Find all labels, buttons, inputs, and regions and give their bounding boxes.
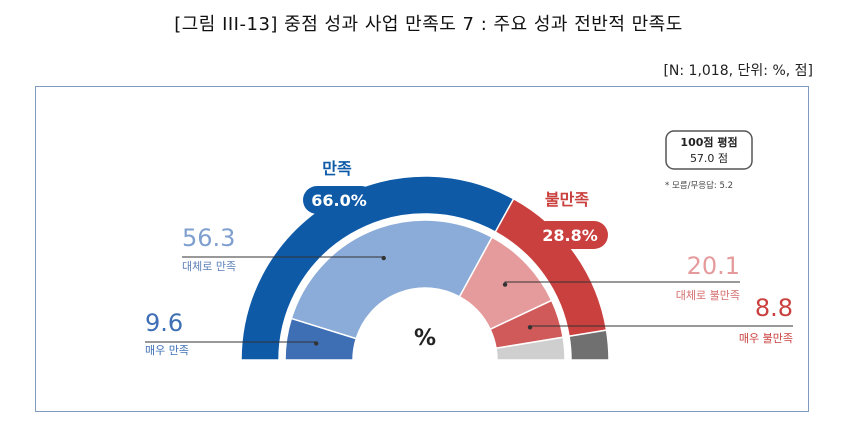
mostly-satisfied-label: 대체로 만족 — [182, 260, 236, 273]
leader-dot-3 — [527, 325, 533, 330]
outer-ring — [240, 175, 610, 361]
figure-title: [그림 III-13] 중점 성과 사업 만족도 7 : 주요 성과 전반적 만… — [174, 14, 683, 35]
mostly-dissatisfied-value: 20.1 — [687, 252, 740, 280]
unknown-response-note: * 모름/무응답: 5.2 — [665, 180, 733, 191]
very-satisfied-label: 매우 만족 — [145, 344, 189, 357]
score-box-value: 57.0 점 — [690, 152, 728, 165]
mostly-dissatisfied-label: 대체로 불만족 — [676, 289, 740, 302]
leader-dot-1 — [381, 255, 386, 261]
leader-dot-2 — [502, 282, 508, 287]
unit-note: [N: 1,018, 단위: %, 점] — [663, 63, 813, 79]
center-percent-label: % — [414, 326, 436, 351]
very-dissatisfied-value: 8.8 — [755, 294, 793, 322]
outer-ring-segment-2 — [568, 329, 610, 361]
satisfied-value-pill — [303, 186, 375, 214]
dissatisfied-value-pill — [532, 221, 608, 249]
leader-lines — [145, 255, 793, 346]
very-satisfied-value: 9.6 — [145, 309, 183, 337]
dissatisfied-category-label: 불만족 — [545, 190, 589, 209]
score-box-title: 100점 평점 — [680, 135, 737, 149]
satisfied-category-label: 만족 — [322, 159, 352, 178]
inner-ring-segment-4 — [495, 336, 566, 361]
leader-dot-0 — [314, 341, 319, 346]
score-box — [665, 130, 753, 170]
very-dissatisfied-label: 매우 불만족 — [739, 332, 793, 345]
inner-ring — [284, 219, 566, 361]
inner-ring-segment-1 — [290, 219, 494, 340]
chart-frame — [35, 86, 809, 412]
mostly-satisfied-value: 56.3 — [182, 224, 235, 252]
satisfied-value-label: 66.0% — [311, 191, 367, 210]
dissatisfied-value-label: 28.8% — [542, 226, 598, 245]
